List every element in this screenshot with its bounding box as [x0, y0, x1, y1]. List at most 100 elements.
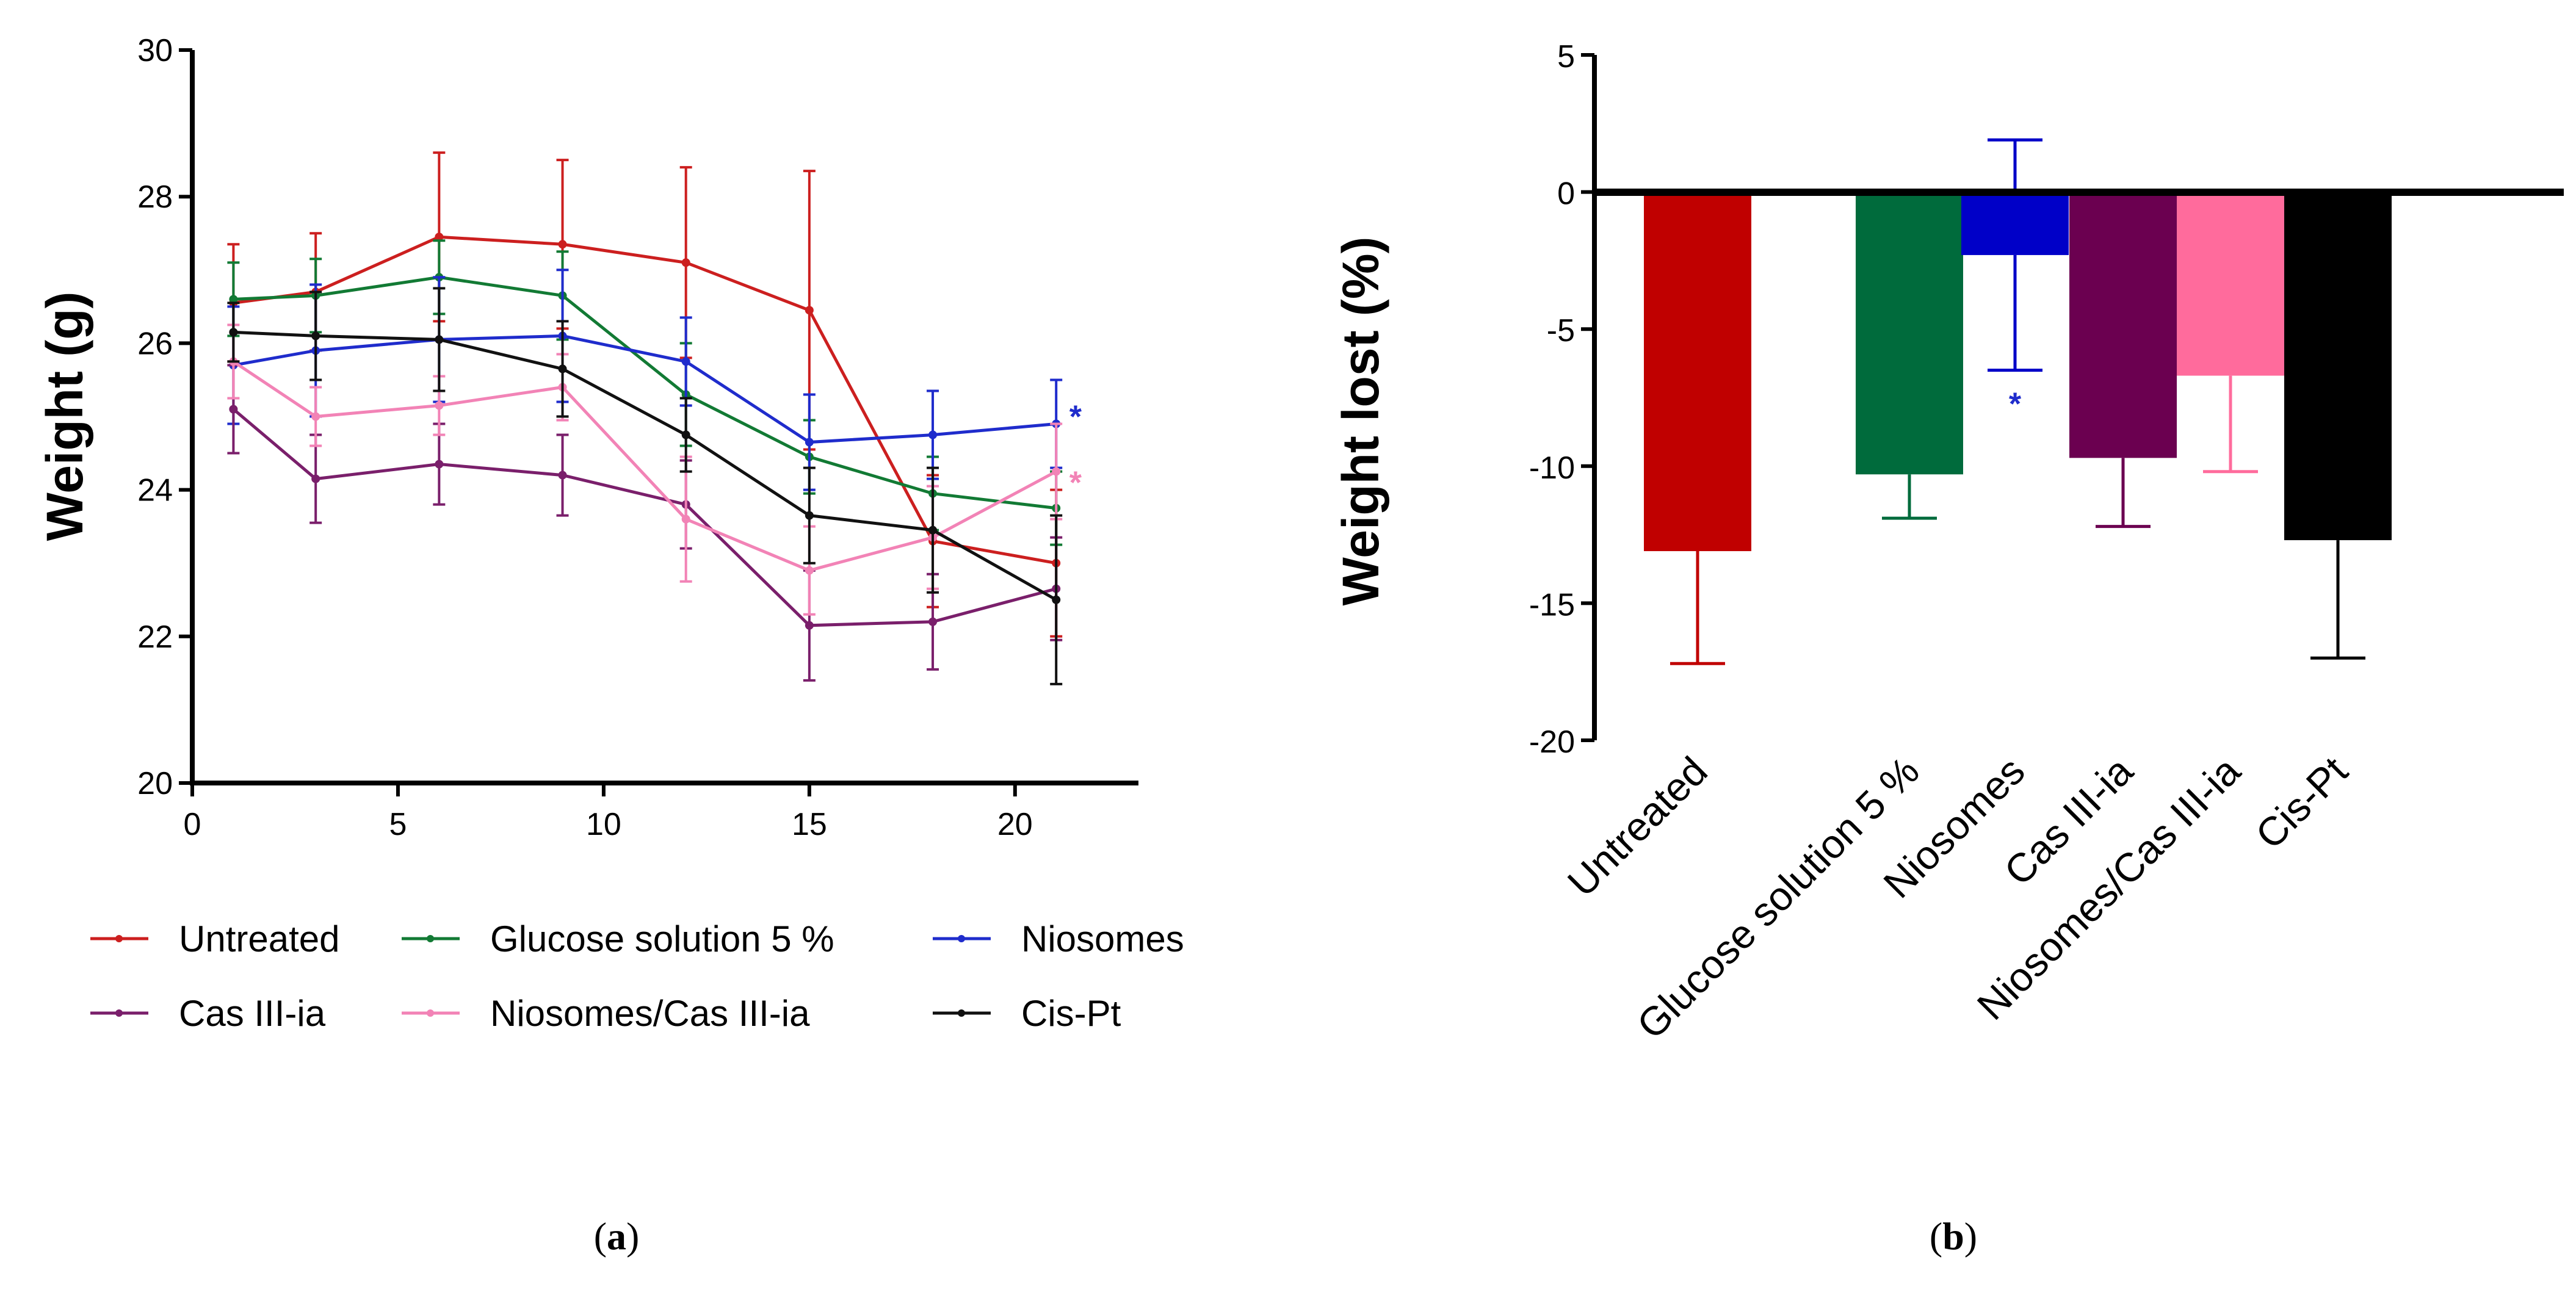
- data-point: [681, 258, 690, 267]
- series-line: [233, 334, 1057, 444]
- data-point: [311, 412, 320, 421]
- legend-marker: [115, 935, 123, 942]
- data-point: [681, 514, 690, 524]
- data-point: [558, 471, 567, 480]
- data-point: [229, 295, 238, 304]
- bar: [1644, 192, 1751, 552]
- panel-b-bars: [1644, 138, 2392, 665]
- data-point: [435, 401, 444, 410]
- panel-b-bar-chart: 5 0 -5 -10 -15 -20 Weight lost (%) UntreatedG…: [1332, 39, 2564, 1258]
- y-tick-label: 26: [137, 326, 173, 361]
- legend-label: Glucose solution 5 %: [490, 918, 834, 959]
- legend-item-cis-pt: Cis-Pt: [933, 993, 1121, 1034]
- legend-label: Niosomes: [1021, 918, 1184, 959]
- significance-marker: *: [2009, 387, 2022, 422]
- series-line: [233, 360, 1057, 572]
- series-line: [233, 330, 1057, 601]
- bar: [1961, 192, 2069, 255]
- legend-marker: [958, 935, 965, 942]
- series-line: [232, 408, 1057, 627]
- legend-marker: [958, 1009, 965, 1017]
- y-tick-label: -5: [1547, 313, 1575, 348]
- data-point: [928, 525, 938, 535]
- panel-a-label: (a): [594, 1214, 640, 1258]
- panel-b-letter: b: [1942, 1214, 1964, 1258]
- data-point: [805, 511, 814, 520]
- category-label-untreated: Untreated: [1559, 748, 1716, 905]
- data-point: [311, 331, 320, 341]
- data-point: [1052, 467, 1061, 476]
- y-tick-label: -15: [1529, 587, 1575, 623]
- x-tick-label: 20: [997, 807, 1033, 842]
- data-point: [928, 430, 938, 439]
- data-point: [805, 306, 814, 315]
- legend-label: Niosomes/Cas III-ia: [490, 993, 810, 1034]
- bar-group-glucose-solution-5: [1856, 192, 1963, 520]
- series-line: [233, 235, 1057, 565]
- bar: [1856, 192, 1963, 475]
- y-tick-label: 22: [137, 619, 173, 655]
- panel-a-y-axis-label: Weight (g): [36, 291, 93, 541]
- legend-item-cas-iii-ia: Cas III-ia: [90, 993, 326, 1034]
- bar: [2284, 192, 2392, 541]
- legend-marker: [427, 935, 434, 942]
- x-tick-label: 0: [184, 807, 201, 842]
- data-point: [1052, 595, 1061, 604]
- bar: [2069, 192, 2177, 458]
- bar-group-niosomes-cas-iii-ia: [2177, 192, 2284, 474]
- data-point: [229, 405, 238, 414]
- data-point: [681, 357, 690, 366]
- bar-group-niosomes: [1961, 138, 2069, 372]
- x-tick-label: 10: [586, 807, 621, 842]
- legend-marker: [115, 1009, 123, 1017]
- data-point: [435, 233, 444, 242]
- legend-label: Cis-Pt: [1021, 993, 1121, 1034]
- panel-a-annotations: **: [1069, 399, 1082, 500]
- y-tick-label: 0: [1557, 176, 1575, 212]
- panel-a-axes: [190, 50, 1138, 785]
- data-point: [558, 364, 567, 374]
- y-tick-label: 20: [137, 766, 173, 801]
- panel-b-y-axis-label: Weight lost (%): [1332, 236, 1389, 605]
- panel-b-ticks: 5 0 -5 -10 -15 -20: [1529, 39, 1594, 760]
- panel-b-annotations: *: [2009, 387, 2022, 422]
- series-line: [233, 275, 1057, 510]
- bar-group-cis-pt: [2284, 192, 2392, 660]
- y-tick-label: 28: [137, 179, 173, 215]
- panel-b-label: (b): [1930, 1214, 1977, 1258]
- significance-marker: *: [1069, 399, 1082, 435]
- legend-label: Untreated: [179, 918, 340, 959]
- data-point: [435, 335, 444, 344]
- data-point: [681, 430, 690, 439]
- data-point: [435, 460, 444, 469]
- category-label-cis-pt: Cis-Pt: [2247, 748, 2356, 857]
- series-untreated: [227, 151, 1063, 638]
- bar-group-untreated: [1644, 192, 1751, 665]
- series-cis-pt: [227, 287, 1063, 685]
- bar-group-cas-iii-ia: [2069, 192, 2177, 529]
- panel-b-axes: [1592, 55, 2564, 740]
- data-point: [558, 240, 567, 249]
- bar: [2177, 192, 2284, 376]
- data-point: [805, 621, 814, 630]
- legend-item-glucose-solution-5: Glucose solution 5 %: [402, 918, 834, 959]
- data-point: [311, 474, 320, 483]
- x-tick-label: 5: [389, 807, 407, 842]
- series-glucose-solution-5: [227, 239, 1063, 546]
- panel-a-ticks: 20 22 24 26 28 30 0 5 10 15 20: [137, 33, 1033, 842]
- data-point: [229, 328, 238, 337]
- data-point: [805, 566, 814, 575]
- y-tick-label: 30: [137, 33, 173, 68]
- legend-item-niosomes-cas-iii-ia: Niosomes/Cas III-ia: [402, 993, 810, 1034]
- y-tick-label: -20: [1529, 724, 1575, 760]
- panel-a-letter: a: [607, 1214, 626, 1258]
- x-tick-label: 15: [792, 807, 827, 842]
- significance-marker: *: [1069, 466, 1082, 501]
- legend-label: Cas III-ia: [179, 993, 326, 1034]
- legend-marker: [427, 1009, 434, 1017]
- panel-a-legend: Untreated Glucose solution 5 % Niosomes Cas…: [90, 918, 1184, 1034]
- data-point: [805, 438, 814, 447]
- series-niosomes-cas-iii-ia: [227, 323, 1063, 616]
